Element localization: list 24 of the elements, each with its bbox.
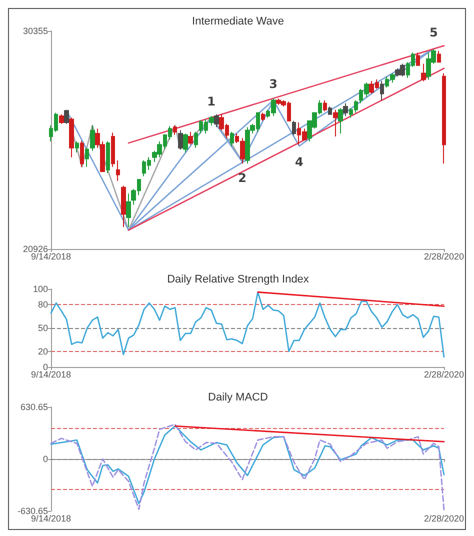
x-tick-label: 2/28/2020 <box>424 370 464 380</box>
y-tick-label: 20926 <box>22 244 48 254</box>
y-tick-label: -630.65 <box>17 506 48 516</box>
annotation: 4 <box>295 155 304 170</box>
y-tick-label: 20 <box>38 346 48 356</box>
annotation: 3 <box>269 77 278 92</box>
y-tick-label: 0 <box>42 362 48 372</box>
y-tick-label: 100 <box>32 284 48 294</box>
chart-title: Intermediate Wave <box>192 16 284 28</box>
y-tick-label: 0 <box>42 454 48 464</box>
annotation: 2 <box>238 170 246 185</box>
x-tick-label: 2/28/2020 <box>424 514 464 524</box>
annotation: 1 <box>207 94 216 109</box>
chart-title: Daily MACD <box>208 392 268 404</box>
x-tick-label: 2/28/2020 <box>424 252 464 262</box>
y-tick-label: 50 <box>38 323 48 333</box>
x-tick-label: 9/14/2018 <box>30 252 72 262</box>
chart-title: Daily Relative Strength Index <box>167 274 310 286</box>
y-tick-label: 80 <box>38 300 48 310</box>
y-tick-label: 630.65 <box>20 402 48 412</box>
x-tick-label: 9/14/2018 <box>30 514 72 524</box>
x-tick-label: 9/14/2018 <box>30 370 72 380</box>
annotation: 5 <box>429 26 438 40</box>
y-tick-label: 30355 <box>22 26 48 36</box>
